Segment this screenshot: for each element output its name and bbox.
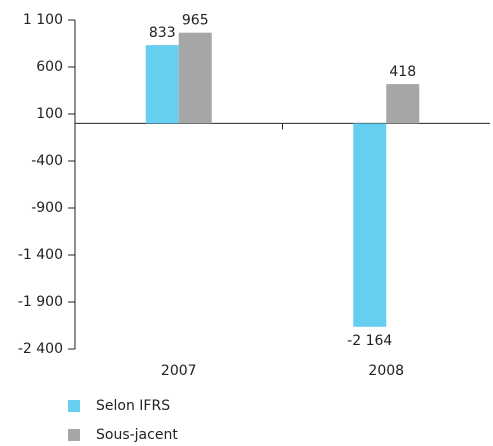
y-tick-label: 1 100 [23, 12, 63, 28]
y-tick-label: -2 400 [18, 341, 63, 357]
data-label: -2 164 [347, 333, 392, 349]
bar [386, 84, 420, 124]
legend-swatch [68, 429, 80, 441]
data-label: 965 [182, 13, 209, 29]
data-label: 833 [149, 25, 176, 41]
y-tick-label: -1 900 [18, 294, 63, 310]
x-tick-label: 2008 [368, 363, 404, 379]
y-tick-label: -1 400 [18, 247, 63, 263]
data-label: 418 [389, 64, 416, 80]
y-tick-label: 600 [36, 59, 63, 75]
legend-label: Sous-jacent [96, 427, 178, 443]
bar [353, 123, 387, 327]
y-tick-label: 100 [36, 106, 63, 122]
legend-swatch [68, 400, 80, 412]
bar [178, 32, 212, 124]
legend-label: Selon IFRS [96, 398, 170, 414]
bar [145, 45, 179, 124]
x-tick-label: 2007 [161, 363, 197, 379]
y-tick-label: -400 [31, 153, 63, 169]
y-tick-label: -900 [31, 200, 63, 216]
